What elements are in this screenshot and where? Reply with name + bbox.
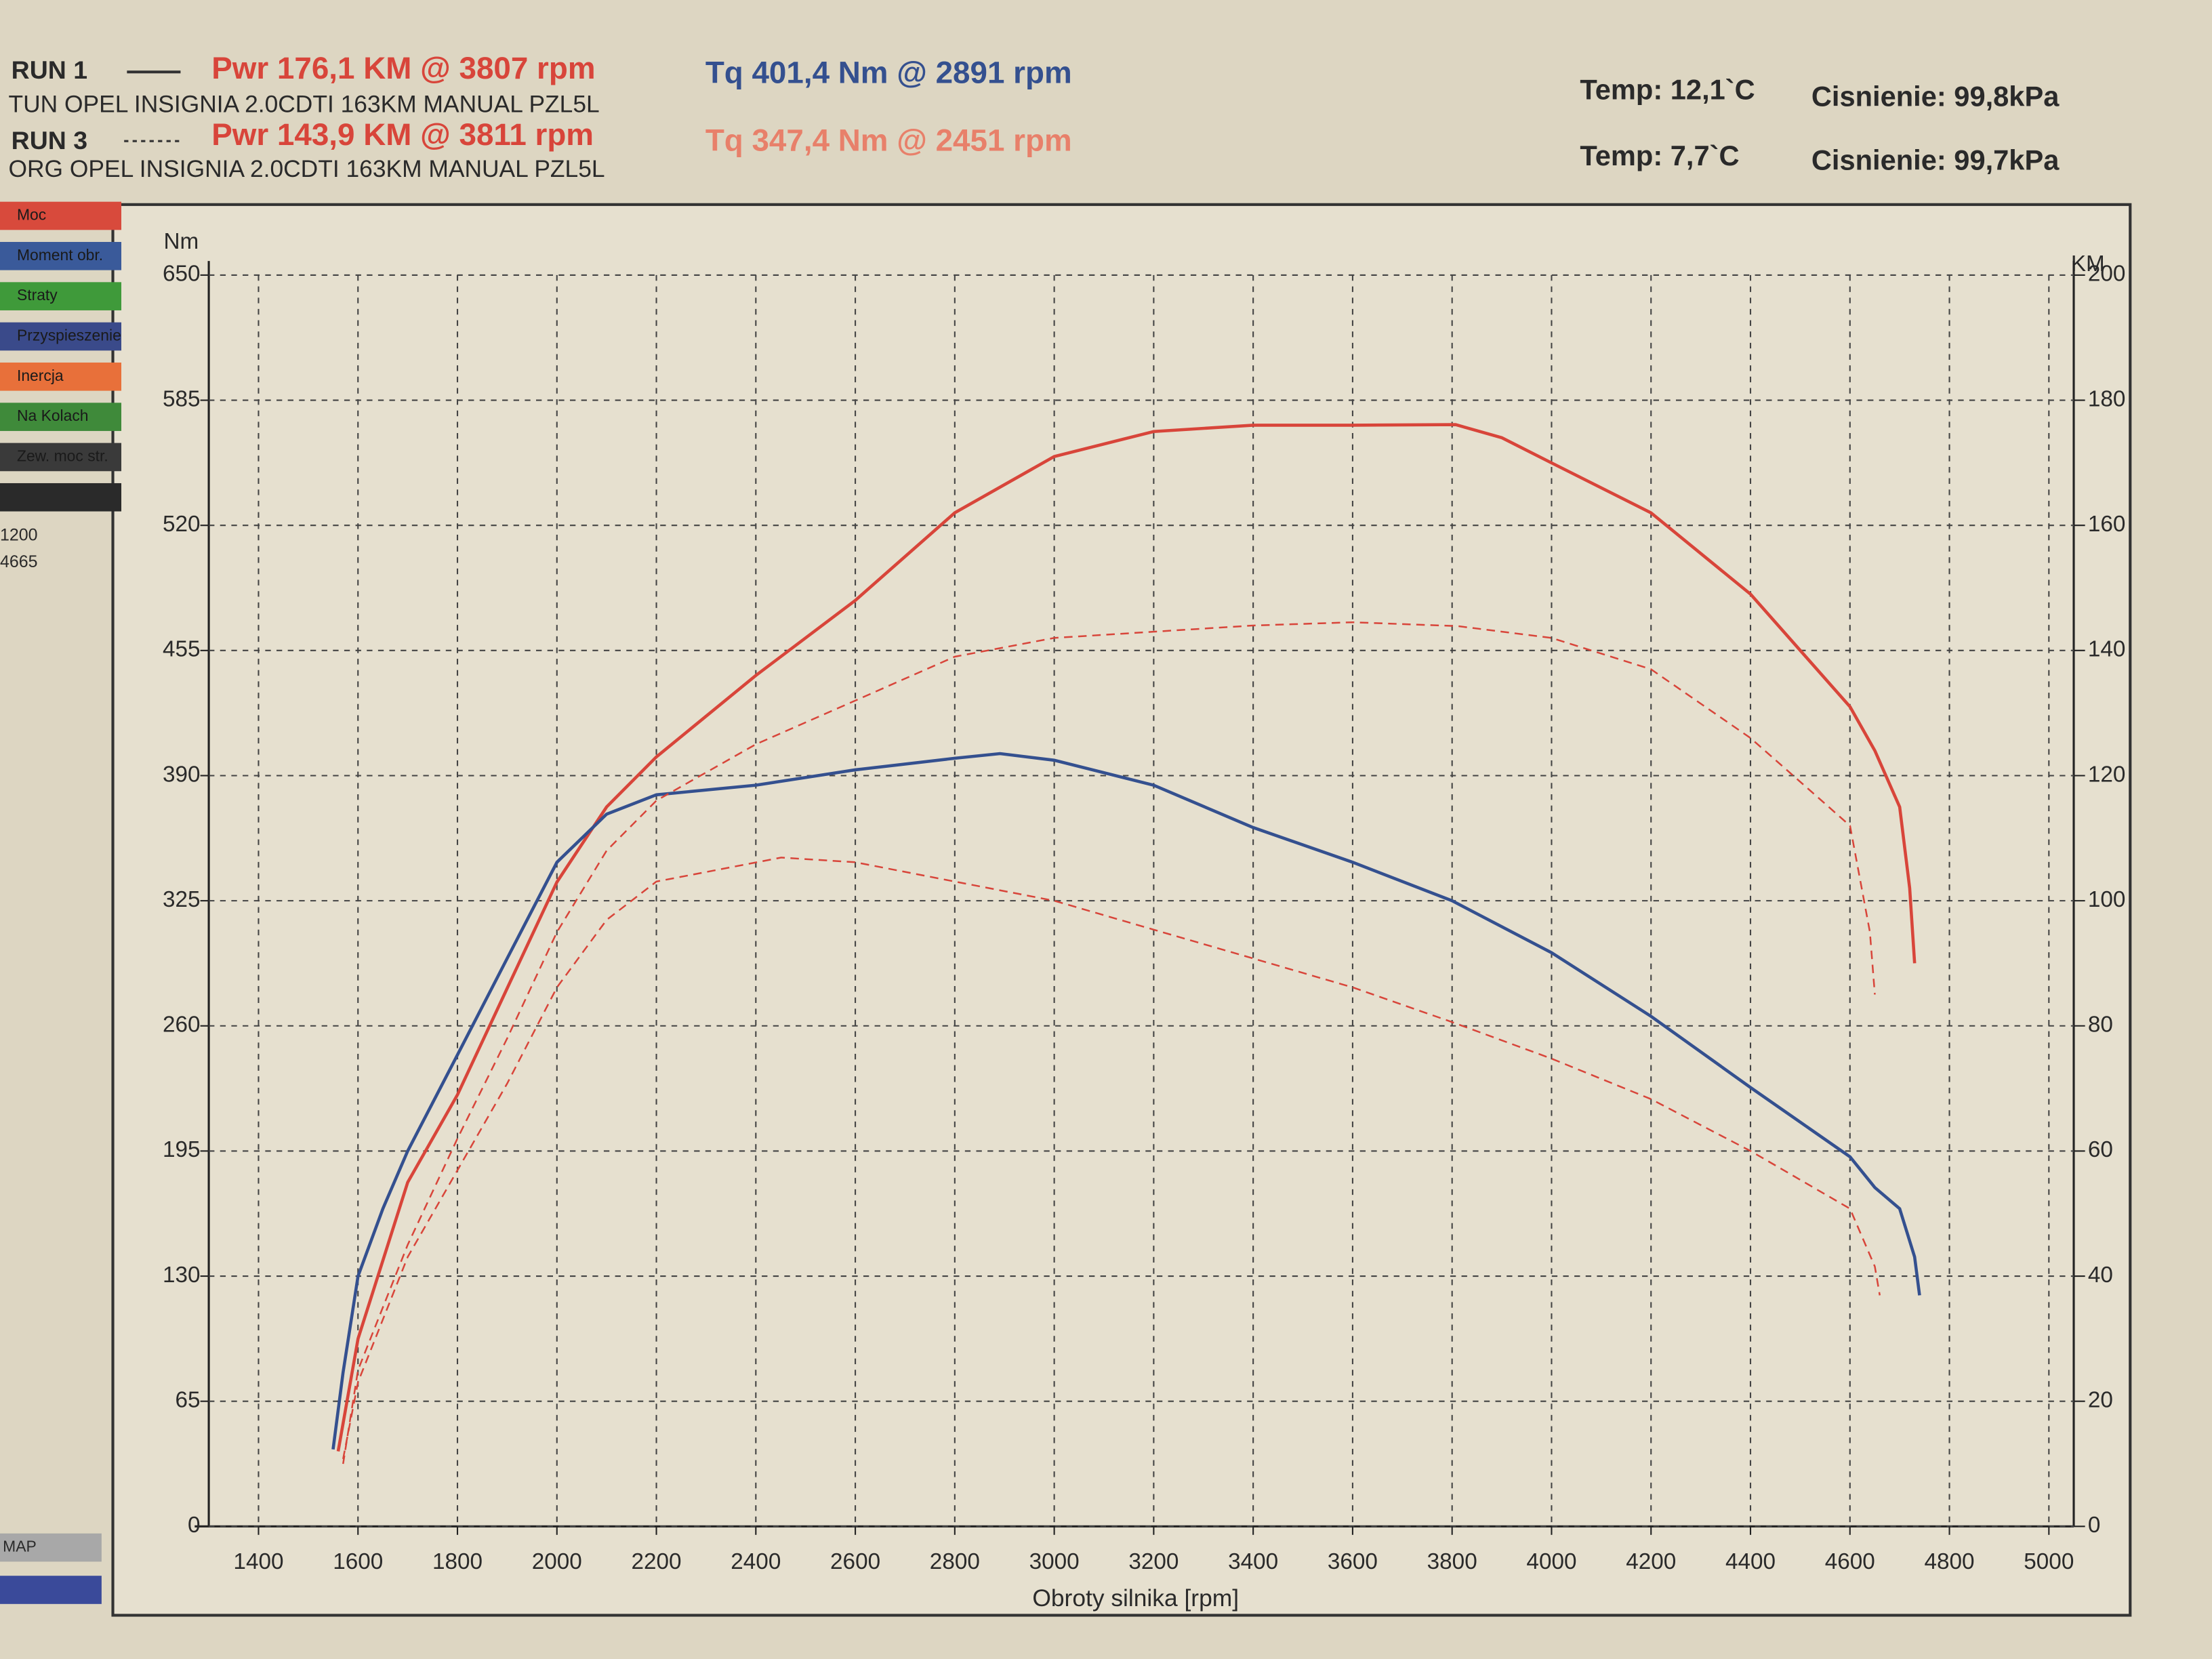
x-tick-label: 4400 bbox=[1725, 1549, 1776, 1574]
y-tick-label: 260 bbox=[163, 1012, 201, 1038]
x-tick-label: 4200 bbox=[1626, 1549, 1676, 1574]
side-item bbox=[0, 242, 122, 270]
run-label: RUN 3 bbox=[12, 126, 87, 155]
map-button bbox=[0, 1533, 102, 1562]
run-desc: ORG OPEL INSIGNIA 2.0CDTI 163KM MANUAL P… bbox=[8, 156, 605, 182]
series-line bbox=[331, 752, 1921, 1450]
x-tick-label: 3200 bbox=[1128, 1549, 1179, 1574]
run-desc: TUN OPEL INSIGNIA 2.0CDTI 163KM MANUAL P… bbox=[8, 91, 599, 117]
side-item bbox=[0, 443, 122, 472]
header-power: Pwr 143,9 KM @ 3811 rpm bbox=[211, 117, 594, 152]
run-label: RUN 1 bbox=[12, 56, 87, 84]
temp: Temp: 12,1`C bbox=[1580, 73, 1755, 105]
y2-tick-label: 140 bbox=[2088, 637, 2126, 662]
side-start: 1200 bbox=[0, 526, 38, 545]
y2-tick-label: 60 bbox=[2088, 1137, 2113, 1162]
y2-tick-label: 200 bbox=[2088, 262, 2126, 287]
temp: Temp: 7,7`C bbox=[1580, 140, 1739, 171]
side-item bbox=[0, 201, 122, 230]
x-tick-label: 2600 bbox=[830, 1549, 880, 1574]
x-tick-label: 3400 bbox=[1228, 1549, 1278, 1574]
y2-tick-label: 100 bbox=[2088, 887, 2126, 912]
x-tick-label: 1800 bbox=[432, 1549, 483, 1574]
x-tick-label: 2800 bbox=[930, 1549, 980, 1574]
side-item-label: Zew. moc str. bbox=[17, 447, 108, 464]
y-tick-label: 0 bbox=[188, 1513, 201, 1538]
side-button bbox=[0, 1576, 102, 1604]
side-item-label: Moment obr. bbox=[17, 246, 103, 264]
y2-tick-label: 80 bbox=[2088, 1012, 2113, 1038]
x-tick-label: 4000 bbox=[1526, 1549, 1576, 1574]
series-line bbox=[342, 857, 1881, 1460]
y-tick-label: 130 bbox=[163, 1263, 201, 1288]
side-item-label: Straty bbox=[17, 286, 58, 304]
side-item-label: Inercja bbox=[17, 367, 64, 384]
y-axis-label: Nm bbox=[163, 229, 199, 254]
pressure: Cisnienie: 99,7kPa bbox=[1811, 144, 2060, 176]
y-tick-label: 585 bbox=[163, 386, 201, 411]
y-tick-label: 650 bbox=[163, 262, 201, 287]
header-torque: Tq 401,4 Nm @ 2891 rpm bbox=[705, 55, 1072, 89]
side-end: 4665 bbox=[0, 552, 38, 571]
x-tick-label: 3000 bbox=[1029, 1549, 1080, 1574]
map-label: MAP bbox=[3, 1538, 37, 1555]
y-tick-label: 65 bbox=[176, 1387, 201, 1412]
y-tick-label: 390 bbox=[163, 762, 201, 787]
y-tick-label: 195 bbox=[163, 1137, 201, 1162]
side-item bbox=[0, 403, 122, 431]
y-tick-label: 520 bbox=[163, 512, 201, 537]
y2-tick-label: 20 bbox=[2088, 1387, 2113, 1412]
side-item-label: Na Kolach bbox=[17, 407, 89, 424]
side-item bbox=[0, 282, 122, 310]
x-tick-label: 2400 bbox=[731, 1549, 781, 1574]
side-item-label: Moc bbox=[17, 206, 46, 224]
y-tick-label: 325 bbox=[163, 887, 201, 912]
header-torque: Tq 347,4 Nm @ 2451 rpm bbox=[705, 123, 1072, 157]
x-tick-label: 3600 bbox=[1328, 1549, 1378, 1574]
side-item bbox=[0, 322, 122, 351]
series-line bbox=[342, 621, 1876, 1465]
header-power: Pwr 176,1 KM @ 3807 rpm bbox=[211, 51, 595, 85]
y2-tick-label: 180 bbox=[2088, 386, 2126, 411]
x-tick-label: 2200 bbox=[632, 1549, 682, 1574]
x-tick-label: 2000 bbox=[532, 1549, 582, 1574]
y-tick-label: 455 bbox=[163, 637, 201, 662]
x-tick-label: 1400 bbox=[233, 1549, 283, 1574]
y2-tick-label: 40 bbox=[2088, 1263, 2113, 1288]
y2-tick-label: 0 bbox=[2088, 1513, 2101, 1538]
plot-frame bbox=[111, 203, 2132, 1617]
x-tick-label: 5000 bbox=[2024, 1549, 2074, 1574]
y2-axis-label: KM bbox=[2071, 251, 2105, 276]
x-tick-label: 4600 bbox=[1825, 1549, 1875, 1574]
series-line bbox=[336, 423, 1917, 1452]
side-item-label: Przyspieszenie bbox=[17, 327, 121, 344]
x-tick-label: 4800 bbox=[1924, 1549, 1974, 1574]
x-axis-label: Obroty silnika [rpm] bbox=[1032, 1585, 1239, 1612]
x-tick-label: 1600 bbox=[333, 1549, 383, 1574]
side-item bbox=[0, 483, 122, 512]
pressure: Cisnienie: 99,8kPa bbox=[1811, 81, 2060, 112]
y2-tick-label: 160 bbox=[2088, 512, 2126, 537]
x-tick-label: 3800 bbox=[1427, 1549, 1477, 1574]
y2-tick-label: 120 bbox=[2088, 762, 2126, 787]
side-item bbox=[0, 362, 122, 391]
